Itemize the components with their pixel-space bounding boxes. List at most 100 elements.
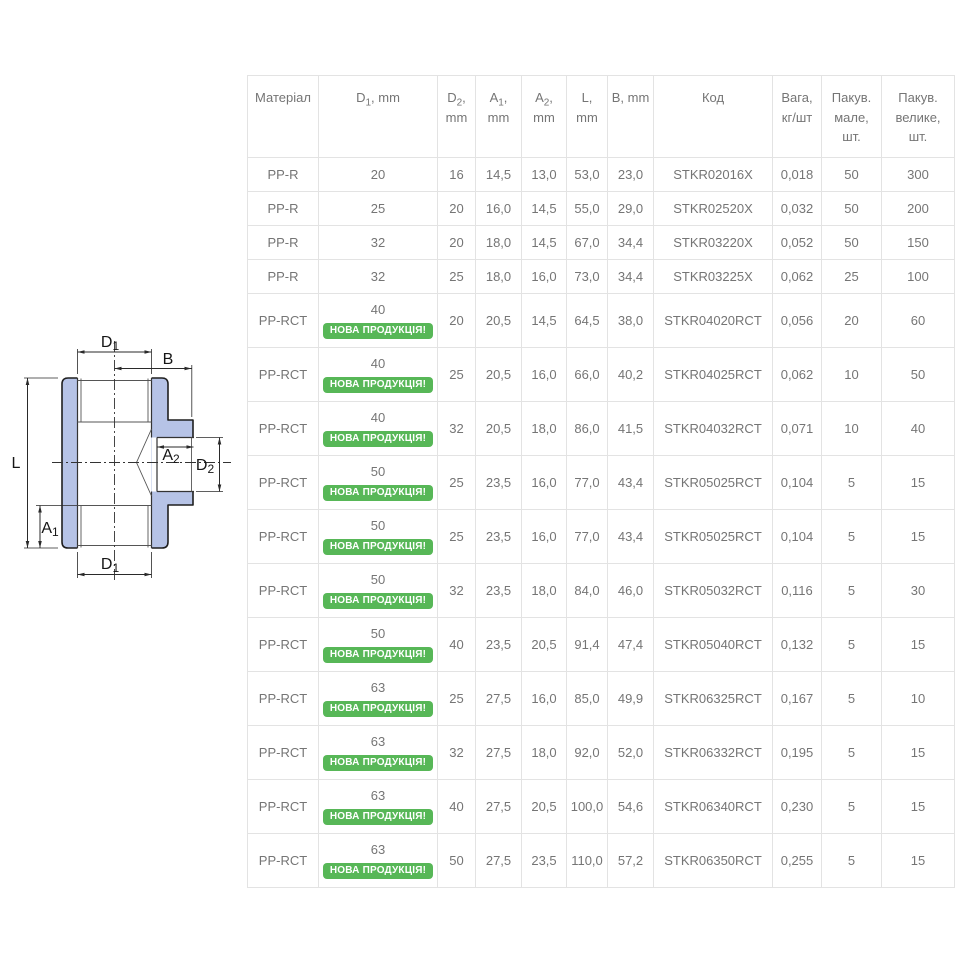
- cell-d2: 20: [437, 293, 476, 348]
- cell-material: PP-R: [247, 259, 319, 294]
- cell-d1: 63 НОВА ПРОДУКЦІЯ!: [318, 725, 438, 780]
- cell-material: PP-RCT: [247, 455, 319, 510]
- d1-value: 40: [370, 410, 386, 426]
- cell-weight: 0,195: [772, 725, 822, 780]
- cell-weight: 0,116: [772, 563, 822, 618]
- cell-pack_small: 5: [821, 617, 882, 672]
- cell-l: 77,0: [566, 455, 608, 510]
- cell-d2: 40: [437, 617, 476, 672]
- column-header-d1: D1, mm: [318, 75, 438, 158]
- dim-label-d1-bottom: D1: [101, 556, 120, 575]
- d1-value: 50: [370, 626, 386, 642]
- cell-d2: 50: [437, 833, 476, 888]
- cell-pack_large: 15: [881, 617, 955, 672]
- cell-pack_small: 10: [821, 347, 882, 402]
- cell-d1: 20: [318, 157, 438, 192]
- cell-l: 53,0: [566, 157, 608, 192]
- cell-pack_small: 5: [821, 833, 882, 888]
- cell-l: 66,0: [566, 347, 608, 402]
- cell-weight: 0,052: [772, 225, 822, 260]
- column-header-pack_small: Пакув. мале, шт.: [821, 75, 882, 158]
- cell-material: PP-RCT: [247, 293, 319, 348]
- cell-a2: 16,0: [521, 671, 567, 726]
- table-row: PP-RCT 40 НОВА ПРОДУКЦІЯ! 32 20,5 18,0 86,0 41,…: [247, 401, 955, 456]
- cell-pack_large: 10: [881, 671, 955, 726]
- cell-code: STKR02520X: [653, 191, 773, 226]
- cell-d2: 25: [437, 455, 476, 510]
- cell-pack_large: 15: [881, 509, 955, 564]
- cell-a1: 23,5: [475, 509, 522, 564]
- cell-code: STKR05025RCT: [653, 455, 773, 510]
- cell-d2: 20: [437, 225, 476, 260]
- dim-label-d2: D2: [196, 457, 215, 476]
- cell-pack_small: 50: [821, 225, 882, 260]
- table-row: PP-RCT 40 НОВА ПРОДУКЦІЯ! 20 20,5 14,5 64,5 38,…: [247, 293, 955, 348]
- cell-d2: 32: [437, 725, 476, 780]
- cell-a1: 27,5: [475, 725, 522, 780]
- dim-label-a1: A1: [41, 520, 59, 539]
- cell-a1: 27,5: [475, 671, 522, 726]
- cell-a1: 20,5: [475, 401, 522, 456]
- cell-b: 23,0: [607, 157, 654, 192]
- new-product-badge: НОВА ПРОДУКЦІЯ!: [322, 808, 434, 825]
- cell-b: 38,0: [607, 293, 654, 348]
- table-row: PP-RCT 63 НОВА ПРОДУКЦІЯ! 32 27,5 18,0 92,0 52,…: [247, 725, 955, 780]
- cell-l: 92,0: [566, 725, 608, 780]
- cell-a2: 14,5: [521, 293, 567, 348]
- cell-b: 46,0: [607, 563, 654, 618]
- cell-a2: 16,0: [521, 455, 567, 510]
- cell-a2: 18,0: [521, 725, 567, 780]
- cell-pack_small: 10: [821, 401, 882, 456]
- column-header-d2: D2, mm: [437, 75, 476, 158]
- column-header-a1: A1, mm: [475, 75, 522, 158]
- cell-pack_large: 40: [881, 401, 955, 456]
- cell-l: 86,0: [566, 401, 608, 456]
- cell-weight: 0,230: [772, 779, 822, 834]
- cell-pack_large: 15: [881, 725, 955, 780]
- d1-value: 40: [370, 302, 386, 318]
- cell-code: STKR06350RCT: [653, 833, 773, 888]
- cell-weight: 0,018: [772, 157, 822, 192]
- cell-a2: 18,0: [521, 563, 567, 618]
- table-row: PP-RCT 63 НОВА ПРОДУКЦІЯ! 50 27,5 23,5 110,0 57…: [247, 833, 955, 888]
- cell-a2: 16,0: [521, 509, 567, 564]
- table-row: PP-RCT 63 НОВА ПРОДУКЦІЯ! 25 27,5 16,0 85,0 49,…: [247, 671, 955, 726]
- cell-pack_small: 25: [821, 259, 882, 294]
- table-row: PP-R 32 25 18,0 16,0 73,0 34,4 STKR03225X 0,062 2…: [247, 259, 955, 294]
- cell-pack_large: 300: [881, 157, 955, 192]
- column-header-weight: Вага, кг/шт: [772, 75, 822, 158]
- cell-b: 43,4: [607, 455, 654, 510]
- cell-d2: 25: [437, 671, 476, 726]
- cell-pack_small: 20: [821, 293, 882, 348]
- cell-d1: 50 НОВА ПРОДУКЦІЯ!: [318, 617, 438, 672]
- cell-pack_large: 30: [881, 563, 955, 618]
- cell-d2: 32: [437, 563, 476, 618]
- table-row: PP-RCT 50 НОВА ПРОДУКЦІЯ! 32 23,5 18,0 84,0 46,…: [247, 563, 955, 618]
- cell-b: 47,4: [607, 617, 654, 672]
- cell-a2: 14,5: [521, 191, 567, 226]
- dim-label-b: B: [163, 351, 174, 368]
- cell-pack_small: 50: [821, 191, 882, 226]
- cell-material: PP-RCT: [247, 671, 319, 726]
- cell-material: PP-RCT: [247, 725, 319, 780]
- cell-l: 91,4: [566, 617, 608, 672]
- cell-l: 77,0: [566, 509, 608, 564]
- cell-weight: 0,132: [772, 617, 822, 672]
- table-row: PP-RCT 50 НОВА ПРОДУКЦІЯ! 25 23,5 16,0 77,0 43,…: [247, 509, 955, 564]
- cell-pack_large: 50: [881, 347, 955, 402]
- cell-material: PP-RCT: [247, 563, 319, 618]
- cell-code: STKR06340RCT: [653, 779, 773, 834]
- cell-material: PP-RCT: [247, 509, 319, 564]
- cell-a1: 18,0: [475, 225, 522, 260]
- cell-d1: 63 НОВА ПРОДУКЦІЯ!: [318, 779, 438, 834]
- dim-label-l: L: [12, 455, 21, 472]
- cell-code: STKR05025RCT: [653, 509, 773, 564]
- cell-d1: 40 НОВА ПРОДУКЦІЯ!: [318, 347, 438, 402]
- cell-pack_small: 50: [821, 157, 882, 192]
- cell-b: 29,0: [607, 191, 654, 226]
- cell-l: 67,0: [566, 225, 608, 260]
- cell-a1: 16,0: [475, 191, 522, 226]
- cell-weight: 0,062: [772, 259, 822, 294]
- column-header-b: B, mm: [607, 75, 654, 158]
- cell-a1: 23,5: [475, 563, 522, 618]
